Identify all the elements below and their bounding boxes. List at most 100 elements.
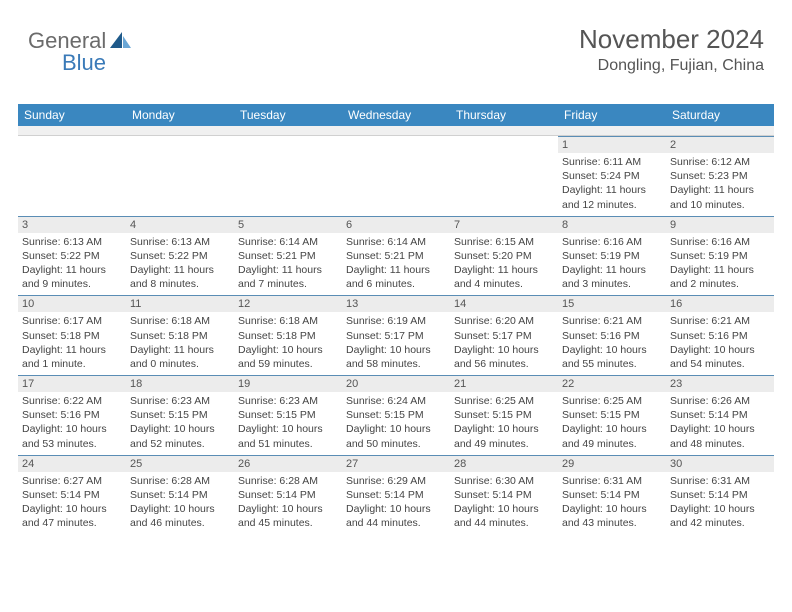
day-number: 3 (18, 217, 126, 233)
sunrise-text: Sunrise: 6:17 AM (22, 314, 122, 328)
day-cell (18, 136, 126, 216)
weekday-header: Friday (558, 104, 666, 126)
sunset-text: Sunset: 5:16 PM (22, 408, 122, 422)
day-number: 30 (666, 456, 774, 472)
calendar: SundayMondayTuesdayWednesdayThursdayFrid… (18, 104, 774, 534)
day-cell: 27Sunrise: 6:29 AMSunset: 5:14 PMDayligh… (342, 455, 450, 535)
daylight-text-2: and 44 minutes. (454, 516, 554, 530)
day-cell: 29Sunrise: 6:31 AMSunset: 5:14 PMDayligh… (558, 455, 666, 535)
month-title: November 2024 (579, 24, 764, 55)
sunset-text: Sunset: 5:15 PM (562, 408, 662, 422)
daylight-text-1: Daylight: 10 hours (562, 343, 662, 357)
day-number: 17 (18, 376, 126, 392)
sunset-text: Sunset: 5:19 PM (562, 249, 662, 263)
day-number: 27 (342, 456, 450, 472)
day-content: Sunrise: 6:28 AMSunset: 5:14 PMDaylight:… (126, 472, 234, 535)
daylight-text-2: and 44 minutes. (346, 516, 446, 530)
sunset-text: Sunset: 5:15 PM (130, 408, 230, 422)
weekday-header: Tuesday (234, 104, 342, 126)
daylight-text-2: and 8 minutes. (130, 277, 230, 291)
sunrise-text: Sunrise: 6:15 AM (454, 235, 554, 249)
daylight-text-1: Daylight: 10 hours (346, 343, 446, 357)
weekday-header: Thursday (450, 104, 558, 126)
day-cell: 7Sunrise: 6:15 AMSunset: 5:20 PMDaylight… (450, 216, 558, 296)
daylight-text-1: Daylight: 11 hours (22, 263, 122, 277)
sunrise-text: Sunrise: 6:16 AM (562, 235, 662, 249)
sunrise-text: Sunrise: 6:28 AM (238, 474, 338, 488)
day-number: 7 (450, 217, 558, 233)
day-content: Sunrise: 6:31 AMSunset: 5:14 PMDaylight:… (558, 472, 666, 535)
daylight-text-2: and 7 minutes. (238, 277, 338, 291)
sunset-text: Sunset: 5:16 PM (562, 329, 662, 343)
day-cell: 2Sunrise: 6:12 AMSunset: 5:23 PMDaylight… (666, 136, 774, 216)
weekday-header: Sunday (18, 104, 126, 126)
day-number: 25 (126, 456, 234, 472)
day-content: Sunrise: 6:19 AMSunset: 5:17 PMDaylight:… (342, 312, 450, 375)
daylight-text-2: and 1 minute. (22, 357, 122, 371)
day-number: 23 (666, 376, 774, 392)
sunset-text: Sunset: 5:15 PM (346, 408, 446, 422)
daylight-text-1: Daylight: 10 hours (562, 502, 662, 516)
day-content: Sunrise: 6:28 AMSunset: 5:14 PMDaylight:… (234, 472, 342, 535)
daylight-text-1: Daylight: 10 hours (130, 422, 230, 436)
day-content: Sunrise: 6:17 AMSunset: 5:18 PMDaylight:… (18, 312, 126, 375)
day-cell: 12Sunrise: 6:18 AMSunset: 5:18 PMDayligh… (234, 295, 342, 375)
week-row: 17Sunrise: 6:22 AMSunset: 5:16 PMDayligh… (18, 375, 774, 455)
sunset-text: Sunset: 5:14 PM (454, 488, 554, 502)
daylight-text-2: and 45 minutes. (238, 516, 338, 530)
daylight-text-1: Daylight: 10 hours (562, 422, 662, 436)
day-cell: 22Sunrise: 6:25 AMSunset: 5:15 PMDayligh… (558, 375, 666, 455)
day-cell: 16Sunrise: 6:21 AMSunset: 5:16 PMDayligh… (666, 295, 774, 375)
sunrise-text: Sunrise: 6:14 AM (346, 235, 446, 249)
daylight-text-2: and 9 minutes. (22, 277, 122, 291)
blank-leading-row (18, 126, 774, 136)
daylight-text-2: and 3 minutes. (562, 277, 662, 291)
sunset-text: Sunset: 5:22 PM (130, 249, 230, 263)
day-content: Sunrise: 6:24 AMSunset: 5:15 PMDaylight:… (342, 392, 450, 455)
day-number: 10 (18, 296, 126, 312)
day-content: Sunrise: 6:18 AMSunset: 5:18 PMDaylight:… (234, 312, 342, 375)
daylight-text-1: Daylight: 11 hours (238, 263, 338, 277)
daylight-text-1: Daylight: 10 hours (238, 422, 338, 436)
sunrise-text: Sunrise: 6:20 AM (454, 314, 554, 328)
day-content: Sunrise: 6:21 AMSunset: 5:16 PMDaylight:… (558, 312, 666, 375)
week-row: 3Sunrise: 6:13 AMSunset: 5:22 PMDaylight… (18, 216, 774, 296)
sunset-text: Sunset: 5:14 PM (346, 488, 446, 502)
sunset-text: Sunset: 5:14 PM (670, 488, 770, 502)
sunrise-text: Sunrise: 6:29 AM (346, 474, 446, 488)
day-content: Sunrise: 6:21 AMSunset: 5:16 PMDaylight:… (666, 312, 774, 375)
day-content: Sunrise: 6:11 AMSunset: 5:24 PMDaylight:… (558, 153, 666, 216)
sunrise-text: Sunrise: 6:31 AM (670, 474, 770, 488)
day-cell: 24Sunrise: 6:27 AMSunset: 5:14 PMDayligh… (18, 455, 126, 535)
daylight-text-1: Daylight: 10 hours (22, 422, 122, 436)
day-cell: 9Sunrise: 6:16 AMSunset: 5:19 PMDaylight… (666, 216, 774, 296)
day-number: 16 (666, 296, 774, 312)
day-cell: 5Sunrise: 6:14 AMSunset: 5:21 PMDaylight… (234, 216, 342, 296)
sunset-text: Sunset: 5:18 PM (238, 329, 338, 343)
day-content: Sunrise: 6:13 AMSunset: 5:22 PMDaylight:… (126, 233, 234, 296)
sunset-text: Sunset: 5:14 PM (22, 488, 122, 502)
daylight-text-2: and 12 minutes. (562, 198, 662, 212)
day-content: Sunrise: 6:16 AMSunset: 5:19 PMDaylight:… (666, 233, 774, 296)
sunset-text: Sunset: 5:20 PM (454, 249, 554, 263)
week-row: 24Sunrise: 6:27 AMSunset: 5:14 PMDayligh… (18, 455, 774, 535)
week-row: 1Sunrise: 6:11 AMSunset: 5:24 PMDaylight… (18, 136, 774, 216)
daylight-text-1: Daylight: 11 hours (562, 263, 662, 277)
day-content: Sunrise: 6:23 AMSunset: 5:15 PMDaylight:… (234, 392, 342, 455)
day-cell (342, 136, 450, 216)
sunrise-text: Sunrise: 6:16 AM (670, 235, 770, 249)
sunrise-text: Sunrise: 6:14 AM (238, 235, 338, 249)
day-number: 20 (342, 376, 450, 392)
day-content: Sunrise: 6:16 AMSunset: 5:19 PMDaylight:… (558, 233, 666, 296)
daylight-text-1: Daylight: 11 hours (562, 183, 662, 197)
daylight-text-1: Daylight: 10 hours (454, 422, 554, 436)
sunrise-text: Sunrise: 6:25 AM (454, 394, 554, 408)
sunrise-text: Sunrise: 6:18 AM (130, 314, 230, 328)
day-cell: 4Sunrise: 6:13 AMSunset: 5:22 PMDaylight… (126, 216, 234, 296)
daylight-text-1: Daylight: 10 hours (670, 422, 770, 436)
day-content: Sunrise: 6:23 AMSunset: 5:15 PMDaylight:… (126, 392, 234, 455)
day-content: Sunrise: 6:15 AMSunset: 5:20 PMDaylight:… (450, 233, 558, 296)
day-cell: 26Sunrise: 6:28 AMSunset: 5:14 PMDayligh… (234, 455, 342, 535)
daylight-text-2: and 2 minutes. (670, 277, 770, 291)
sunset-text: Sunset: 5:16 PM (670, 329, 770, 343)
